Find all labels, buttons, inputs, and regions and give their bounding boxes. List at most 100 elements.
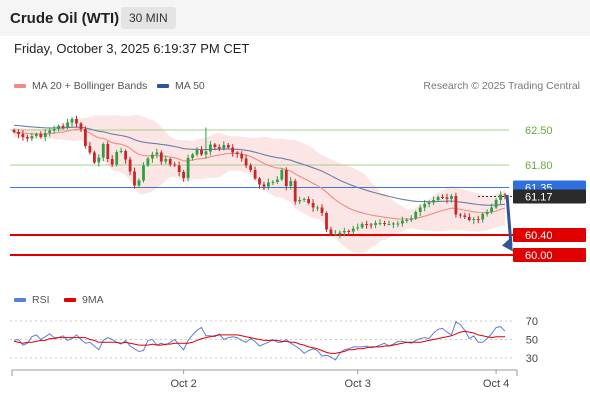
candle-body bbox=[463, 215, 467, 217]
candle-body bbox=[21, 134, 25, 137]
candle-body bbox=[12, 130, 16, 132]
candle-body bbox=[128, 159, 132, 172]
candle-body bbox=[334, 234, 337, 235]
candle-body bbox=[43, 133, 47, 137]
level-label-60-40: 60.40 bbox=[525, 230, 553, 242]
candle-body bbox=[106, 144, 110, 159]
candle-body bbox=[387, 224, 391, 225]
candle-body bbox=[146, 158, 150, 166]
candle-body bbox=[445, 197, 449, 199]
candle-body bbox=[209, 144, 212, 152]
candle-body bbox=[70, 119, 74, 123]
candle-body bbox=[48, 130, 52, 133]
candle-body bbox=[34, 134, 38, 136]
candle-body bbox=[307, 199, 310, 203]
legend-item-rsi: RSI bbox=[14, 294, 50, 306]
candle-body bbox=[151, 154, 154, 159]
rsi-tick-label-50: 50 bbox=[526, 335, 538, 347]
candle-body bbox=[289, 181, 293, 186]
candle-body bbox=[450, 196, 453, 199]
candle-body bbox=[97, 157, 101, 163]
candle-body bbox=[101, 144, 105, 158]
candle-body bbox=[414, 212, 418, 219]
candle-body bbox=[476, 219, 480, 220]
candle-body bbox=[280, 170, 284, 180]
candle-body bbox=[57, 126, 61, 129]
candle-body bbox=[490, 207, 493, 212]
candle-body bbox=[302, 199, 306, 200]
candle-body bbox=[396, 223, 400, 225]
candle-body bbox=[329, 229, 333, 234]
copyright-text: Research © 2025 Trading Central bbox=[423, 80, 580, 92]
instrument-title: Crude Oil (WTI) bbox=[10, 10, 120, 27]
candle-body bbox=[503, 194, 507, 196]
x-tick-label: Oct 4 bbox=[483, 378, 509, 390]
ma50-swatch bbox=[157, 84, 169, 89]
candle-body bbox=[253, 170, 257, 179]
legend-item-ma20: MA 20 + Bollinger Bands bbox=[14, 80, 147, 92]
legend-label-rsi: RSI bbox=[32, 294, 50, 306]
candle-body bbox=[405, 220, 409, 221]
candle-body bbox=[401, 220, 404, 224]
candle-body bbox=[342, 231, 346, 233]
candle-body bbox=[258, 178, 261, 185]
candle-body bbox=[115, 152, 119, 165]
candle-body bbox=[177, 165, 181, 172]
level-label-60-00: 60.00 bbox=[525, 250, 553, 262]
level-label-61-17: 61.17 bbox=[525, 192, 553, 204]
level-box-60-00 bbox=[513, 248, 586, 262]
candle-body bbox=[298, 200, 302, 202]
candle-body bbox=[378, 223, 382, 224]
level-box-61-17 bbox=[513, 189, 586, 204]
candle-body bbox=[365, 224, 368, 225]
candle-body bbox=[267, 182, 270, 187]
timeframe-badge[interactable]: 30 MIN bbox=[121, 7, 176, 29]
x-tick-label: Oct 3 bbox=[345, 378, 371, 390]
rsi-tick-label-30: 30 bbox=[526, 353, 538, 365]
candle-body bbox=[383, 223, 386, 224]
candle-body bbox=[182, 172, 185, 178]
candle-body bbox=[119, 151, 123, 152]
ma20-line bbox=[13, 128, 506, 220]
candle-body bbox=[249, 165, 252, 170]
candle-body bbox=[485, 212, 489, 214]
rsi-tick-label-70: 70 bbox=[526, 316, 538, 328]
candle-body bbox=[75, 119, 78, 124]
candle-body bbox=[459, 214, 462, 216]
candle-body bbox=[159, 152, 163, 162]
candle-body bbox=[494, 200, 498, 208]
candle-body bbox=[325, 213, 328, 230]
candle-body bbox=[84, 129, 87, 146]
candle-body bbox=[392, 223, 395, 225]
candle-body bbox=[61, 126, 65, 128]
candle-body bbox=[186, 158, 190, 178]
candle-body bbox=[88, 146, 92, 153]
candle-body bbox=[360, 224, 364, 228]
candle-body bbox=[427, 202, 431, 204]
candle-body bbox=[271, 182, 275, 183]
candle-body bbox=[374, 223, 377, 225]
legend-item-9ma: 9MA bbox=[64, 294, 104, 306]
candle-body bbox=[17, 132, 20, 134]
candle-body bbox=[226, 145, 230, 148]
x-tick-label: Oct 2 bbox=[170, 378, 196, 390]
candle-body bbox=[168, 159, 172, 165]
candle-body bbox=[418, 207, 422, 212]
candle-body bbox=[436, 197, 440, 200]
projection-arrowhead bbox=[502, 237, 513, 252]
candle-body bbox=[432, 200, 435, 203]
candle-body bbox=[231, 147, 235, 153]
rsi-9ma-line bbox=[13, 330, 505, 354]
candle-body bbox=[204, 151, 208, 155]
legend-label-9ma: 9MA bbox=[82, 294, 104, 306]
candle-body bbox=[454, 196, 458, 215]
candle-body bbox=[276, 179, 279, 182]
candle-body bbox=[311, 203, 315, 208]
candle-body bbox=[155, 152, 159, 155]
candle-body bbox=[200, 150, 203, 155]
ma50-line bbox=[13, 124, 506, 206]
rsi-swatch bbox=[14, 298, 26, 303]
candle-body bbox=[338, 232, 342, 234]
candle-body bbox=[93, 152, 96, 163]
